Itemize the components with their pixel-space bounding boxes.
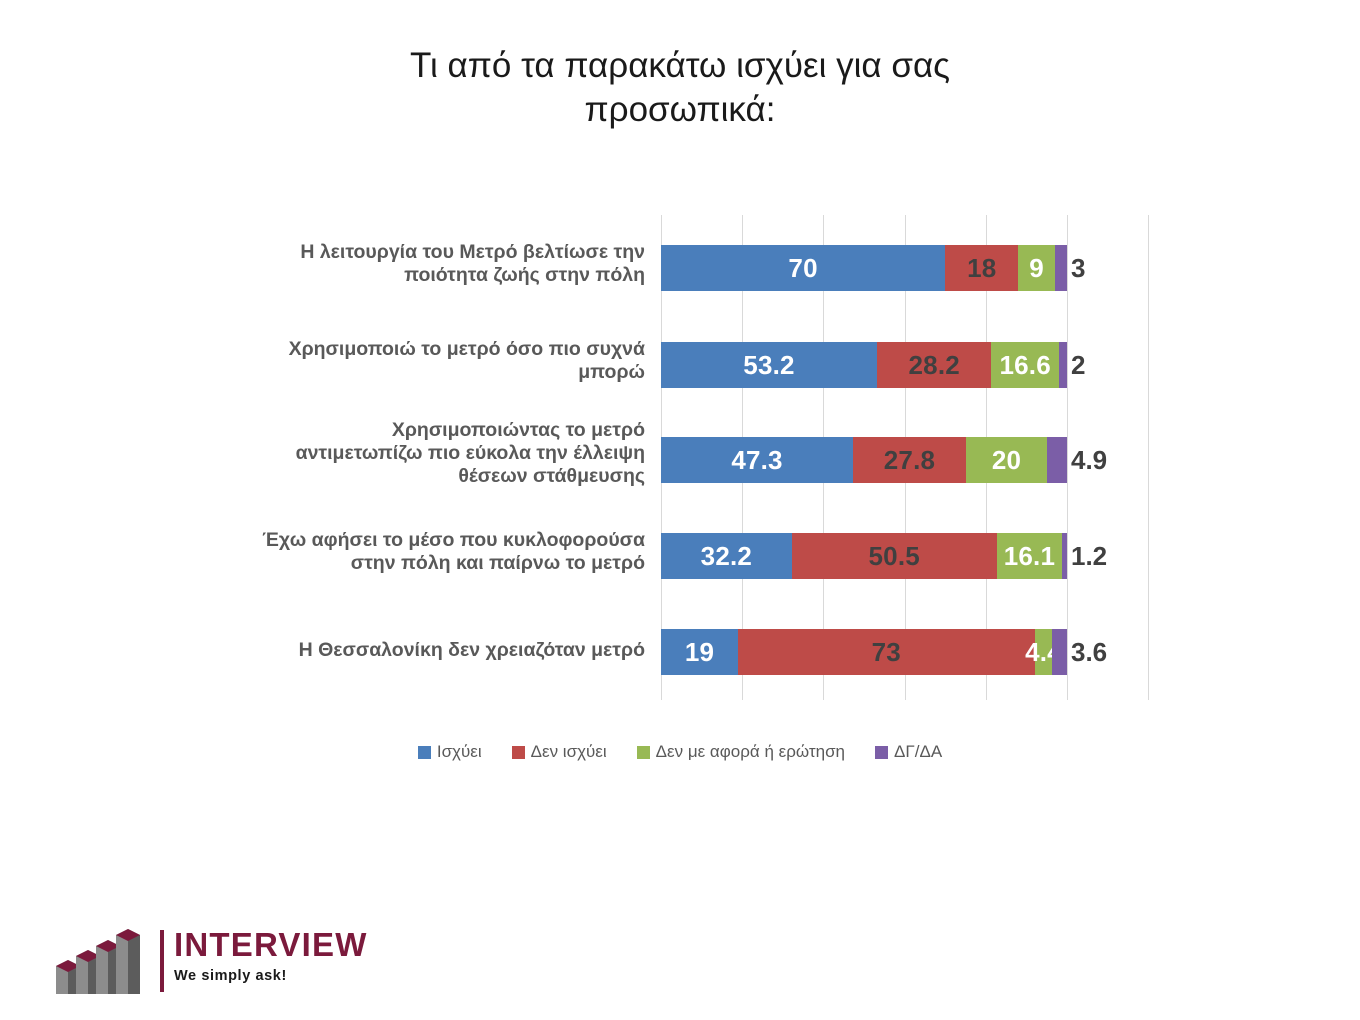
bar-value-label: 19 bbox=[684, 636, 715, 667]
bar-value-label-outside: 3 bbox=[1071, 252, 1086, 283]
stacked-bar[interactable]: 19 73 4.4 3.6 bbox=[661, 629, 1148, 675]
bar-value-label: 16.6 bbox=[999, 349, 1051, 380]
bar-segment[interactable]: 53.2 bbox=[661, 342, 877, 388]
bar-segment[interactable] bbox=[1058, 342, 1067, 388]
bar-segment[interactable]: 20 bbox=[965, 437, 1048, 483]
category-label: Έχω αφήσει το μέσο που κυκλοφορούσα στην… bbox=[262, 529, 645, 574]
chart-row: Χρησιμοποιώντας το μετρό αντιμετωπίζω πι… bbox=[0, 419, 1360, 487]
bar-segment[interactable]: 16.6 bbox=[991, 342, 1059, 388]
bar-value-label: 32.2 bbox=[700, 540, 753, 571]
bar-segment[interactable]: 18 bbox=[945, 245, 1019, 291]
logo-text: INTERVIEW We simply ask! bbox=[174, 928, 368, 984]
gridline bbox=[1148, 215, 1150, 700]
bar-value-label: 20 bbox=[991, 444, 1022, 475]
bar-value-label: 27.8 bbox=[883, 444, 936, 475]
legend-item[interactable]: Δεν ισχύει bbox=[511, 742, 607, 762]
bar-segment[interactable]: 70 bbox=[661, 245, 946, 291]
bar-value-label: 50.5 bbox=[868, 540, 920, 571]
stacked-bar[interactable]: 70 18 9 3 bbox=[661, 245, 1148, 291]
chart-area: Η λειτουργία του Μετρό βελτίωσε την ποιό… bbox=[0, 215, 1360, 700]
legend-item[interactable]: ΔΓ/ΔΑ bbox=[875, 742, 942, 762]
legend-swatch-icon bbox=[511, 745, 525, 759]
bar-segment[interactable]: 9 bbox=[1018, 245, 1055, 291]
bar-segment[interactable]: 50.5 bbox=[791, 533, 997, 579]
bar-value-label: 53.2 bbox=[743, 349, 795, 380]
legend-item[interactable]: Ισχύει bbox=[417, 742, 482, 762]
bar-segment[interactable]: 47.3 bbox=[661, 437, 854, 483]
bar-value-label: 18 bbox=[967, 252, 997, 283]
legend-swatch-icon bbox=[875, 745, 889, 759]
bar-value-label-outside: 2 bbox=[1071, 349, 1086, 380]
bar-value-label: 9 bbox=[1029, 252, 1044, 283]
logo-divider bbox=[160, 930, 164, 992]
logo-tagline: We simply ask! bbox=[174, 968, 287, 984]
chart-row: Χρησιμοποιώ το μετρό όσο πιο συχνά μπορώ… bbox=[0, 338, 1360, 388]
bar-value-label-outside: 4.9 bbox=[1071, 444, 1108, 475]
category-label: Χρησιμοποιώ το μετρό όσο πιο συχνά μπορώ bbox=[288, 338, 645, 383]
legend-label: Δεν ισχύει bbox=[530, 742, 607, 761]
bar-segment[interactable]: 28.2 bbox=[876, 342, 992, 388]
bar-segment[interactable]: 73 bbox=[738, 629, 1035, 675]
stacked-bar[interactable]: 47.3 27.8 20 4.9 bbox=[661, 437, 1148, 483]
legend-label: Ισχύει bbox=[436, 742, 482, 761]
bar-segment[interactable] bbox=[1052, 629, 1067, 675]
chart-row: Η Θεσσαλονίκη δεν χρειαζόταν μετρό 19 73 4.… bbox=[0, 629, 1360, 675]
bar-value-label: 16.1 bbox=[1003, 540, 1056, 571]
bar-value-label-outside: 3.6 bbox=[1071, 636, 1108, 667]
bar-segment[interactable]: 19 bbox=[661, 629, 739, 675]
legend-swatch-icon bbox=[417, 745, 431, 759]
bar-segment[interactable] bbox=[1047, 437, 1067, 483]
legend-label: ΔΓ/ΔΑ bbox=[894, 742, 943, 761]
bar-segment[interactable] bbox=[1054, 245, 1067, 291]
legend-label: Δεν με αφορά ή ερώτηση bbox=[655, 742, 846, 761]
logo-wordmark: INTERVIEW bbox=[174, 926, 368, 963]
bar-segment[interactable]: 16.1 bbox=[996, 533, 1063, 579]
stacked-bar[interactable]: 53.2 28.2 16.6 2 bbox=[661, 342, 1148, 388]
legend-swatch-icon bbox=[636, 745, 650, 759]
legend-item[interactable]: Δεν με αφορά ή ερώτηση bbox=[636, 742, 846, 762]
chart-title: Τι από τα παρακάτω ισχύει για σας προσωπ… bbox=[409, 46, 951, 129]
chart-legend: Ισχύει Δεν ισχύει Δεν με αφορά ή ερώτηση ΔΓ… bbox=[0, 742, 1360, 762]
bar-segment[interactable] bbox=[1062, 533, 1067, 579]
bar-value-label: 70 bbox=[788, 252, 818, 283]
stacked-bar[interactable]: 32.2 50.5 16.1 1.2 bbox=[661, 533, 1148, 579]
interview-logo: INTERVIEW We simply ask! bbox=[48, 922, 366, 1002]
category-label: Χρησιμοποιώντας το μετρό αντιμετωπίζω πι… bbox=[295, 419, 645, 487]
bar-segment[interactable]: 4.4 bbox=[1025, 629, 1062, 675]
logo-bars-icon bbox=[56, 929, 140, 994]
category-label: Η Θεσσαλονίκη δεν χρειαζόταν μετρό bbox=[298, 639, 645, 661]
chart-row: Η λειτουργία του Μετρό βελτίωσε την ποιό… bbox=[0, 241, 1360, 291]
bar-value-label: 28.2 bbox=[908, 349, 960, 380]
bar-value-label: 73 bbox=[871, 636, 901, 667]
bar-value-label-outside: 1.2 bbox=[1071, 540, 1108, 571]
gridline bbox=[1067, 215, 1068, 700]
chart-row: Έχω αφήσει το μέσο που κυκλοφορούσα στην… bbox=[0, 529, 1360, 579]
category-label: Η λειτουργία του Μετρό βελτίωσε την ποιό… bbox=[300, 241, 645, 286]
bar-segment[interactable]: 27.8 bbox=[853, 437, 966, 483]
bar-value-label: 47.3 bbox=[731, 444, 783, 475]
bar-segment[interactable]: 32.2 bbox=[661, 533, 792, 579]
